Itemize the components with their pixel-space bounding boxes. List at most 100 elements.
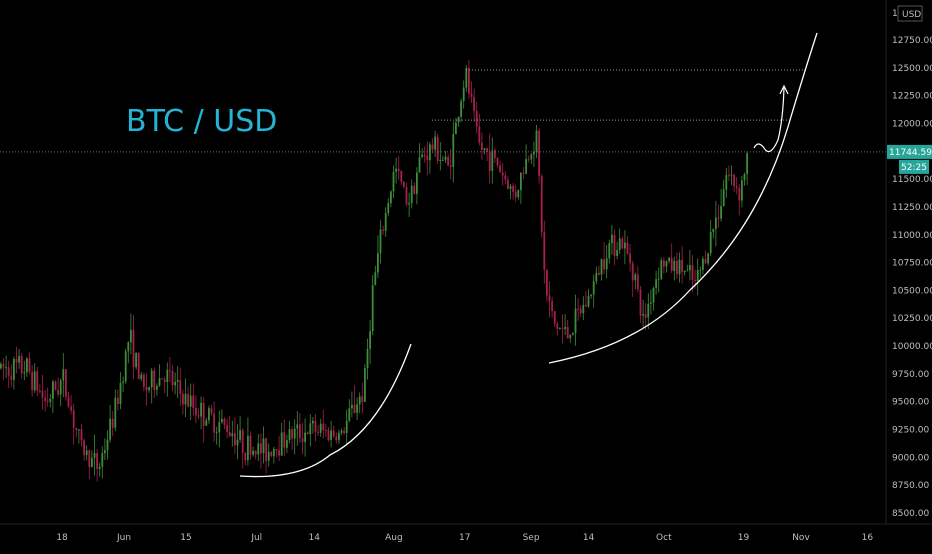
candle-body (405, 186, 408, 205)
candle-body (709, 231, 712, 254)
candle-body (637, 274, 639, 290)
candle-body (221, 418, 223, 423)
candle-body (210, 408, 213, 414)
candle-body (548, 295, 551, 302)
candle-body (592, 281, 595, 295)
candle-body (171, 370, 174, 386)
candle-body (564, 326, 566, 330)
candle-body (616, 250, 618, 257)
candle-body (657, 278, 660, 280)
candle-body (483, 148, 486, 150)
candle-body (132, 329, 135, 368)
candle-body (52, 381, 54, 399)
y-tick-label: 10250.00 (892, 314, 932, 324)
candle-body (213, 413, 215, 433)
support-curve-right (548, 32, 818, 364)
candle-body (2, 363, 5, 368)
candle-body (65, 369, 67, 397)
candle-body (5, 367, 7, 369)
candle-body (278, 450, 280, 456)
candle-body (707, 253, 709, 264)
candle-body (559, 328, 561, 330)
candle-body (91, 457, 93, 468)
candle-body (722, 189, 725, 207)
candle-body (501, 172, 504, 176)
candle-body (423, 154, 426, 156)
y-tick-label: 11250.00 (892, 203, 932, 213)
candle-body (288, 429, 291, 441)
candle-body (283, 432, 286, 448)
candle-body (332, 430, 335, 437)
candle-body (23, 372, 26, 374)
candle-body (494, 150, 496, 158)
candle-body (442, 159, 444, 161)
candle-body (743, 174, 746, 181)
candle-body (317, 431, 319, 433)
candle-body (535, 130, 538, 152)
candle-body (605, 258, 608, 270)
candle-body (353, 404, 356, 413)
countdown-value: 52:25 (901, 163, 927, 173)
candle-body (431, 144, 434, 150)
candle-body (119, 382, 122, 404)
candle-body (540, 176, 543, 233)
candle-body (156, 385, 158, 390)
candle-body (595, 272, 598, 282)
candle-body (579, 308, 582, 314)
candle-body (241, 430, 244, 454)
candle-body (72, 410, 75, 428)
candle-body (78, 429, 80, 431)
y-tick-label: 11500.00 (892, 175, 932, 185)
candle-body (358, 396, 361, 405)
candle-body (733, 174, 735, 187)
candle-body (634, 274, 637, 281)
y-tick-label: 10000.00 (892, 342, 932, 352)
candle-body (728, 175, 730, 177)
x-tick-label: 14 (309, 533, 321, 543)
candle-body (85, 450, 88, 456)
candle-body (275, 449, 278, 451)
candle-body (449, 165, 452, 167)
candle-body (418, 157, 421, 173)
candle-body (195, 407, 197, 416)
candle-body (70, 406, 72, 411)
candle-body (254, 450, 257, 455)
candle-body (31, 371, 33, 391)
candle-body (561, 328, 564, 330)
candle-body (309, 423, 312, 435)
candle-body (699, 269, 702, 271)
candle-body (639, 289, 642, 316)
candle-body (608, 243, 611, 259)
candle-body (629, 253, 631, 264)
candle-body (569, 334, 572, 339)
candle-body (356, 404, 358, 413)
candle-body (499, 165, 501, 173)
currency-box[interactable] (897, 5, 923, 22)
candle-body (187, 393, 189, 407)
candle-body (642, 314, 644, 316)
candle-body (452, 134, 455, 167)
candle-body (247, 435, 249, 461)
x-tick-label: Jul (250, 533, 262, 543)
candle-body (517, 189, 520, 198)
candle-body (465, 67, 468, 88)
candle-body (252, 450, 254, 455)
candle-body (725, 175, 728, 190)
candle-body (150, 370, 153, 388)
candle-body (15, 358, 18, 363)
candle-body (665, 261, 668, 267)
candle-body (676, 260, 678, 275)
candle-body (114, 397, 117, 428)
candle-body (382, 229, 384, 231)
y-tick-label: 11000.00 (892, 231, 932, 241)
candle-body (585, 304, 587, 307)
last-price-badge (887, 144, 932, 159)
candle-body (538, 130, 540, 177)
x-tick-label: 15 (180, 533, 191, 543)
candle-body (36, 371, 39, 391)
candle-body (387, 203, 390, 214)
candle-body (644, 314, 647, 318)
candle-body (663, 260, 665, 267)
